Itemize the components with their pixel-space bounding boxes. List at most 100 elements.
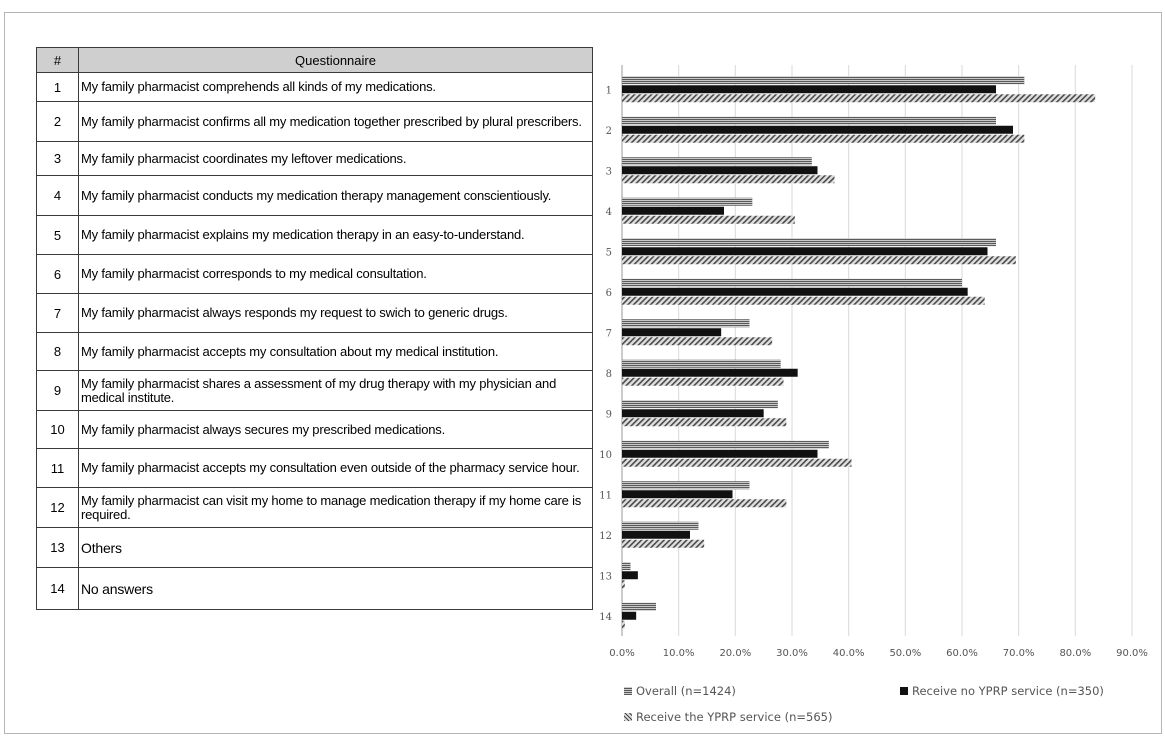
table-row: 11 My family pharmacist accepts my consul… (36, 448, 593, 488)
row-number: 7 (36, 293, 79, 333)
bar-yprp (622, 175, 835, 184)
row-number: 14 (36, 567, 79, 610)
table-row: 6 My family pharmacist corresponds to my … (36, 254, 593, 294)
bar-no-yprp (622, 206, 724, 215)
row-number: 6 (36, 254, 79, 294)
x-tick-label: 20.0% (719, 648, 751, 659)
table-row: 14 No answers (36, 567, 593, 610)
bar-no-yprp (622, 449, 818, 458)
legend-overall: Overall (n=1424) (624, 684, 736, 698)
bar-yprp (622, 256, 1016, 265)
category-label: 9 (606, 409, 612, 420)
bar-overall (622, 521, 699, 530)
row-number: 13 (36, 527, 79, 568)
bar-yprp (622, 337, 773, 346)
row-question-text: My family pharmacist explains my medicat… (78, 215, 593, 255)
legend-yprp-label: Receive the YPRP service (n=565) (636, 710, 833, 724)
row-question-text: My family pharmacist can visit my home t… (78, 487, 593, 528)
row-question-text: My family pharmacist shares a assessment… (78, 370, 593, 411)
table-row: 7 My family pharmacist always responds my… (36, 293, 593, 333)
legend-yprp-swatch (624, 713, 632, 721)
x-tick-label: 30.0% (776, 648, 808, 659)
bar-no-yprp (622, 571, 638, 580)
category-label: 4 (606, 207, 612, 218)
figure-frame (4, 12, 1162, 734)
bar-overall (622, 157, 812, 166)
bar-no-yprp (622, 85, 996, 94)
row-number: 1 (36, 72, 79, 102)
bar-yprp (622, 418, 787, 427)
bar-yprp (622, 296, 985, 305)
bar-no-yprp (622, 530, 690, 539)
bar-no-yprp (622, 247, 988, 256)
row-question-text: Others (78, 527, 593, 568)
row-question-text: My family pharmacist always secures my p… (78, 410, 593, 449)
bar-no-yprp (622, 166, 818, 175)
bar-no-yprp (622, 125, 1013, 134)
table-row: 8 My family pharmacist accepts my consult… (36, 332, 593, 371)
questionnaire-table: # Questionnaire 1 My family pharmacist co… (36, 47, 593, 610)
bar-overall (622, 400, 778, 409)
bar-yprp (622, 499, 787, 508)
row-question-text: My family pharmacist confirms all my med… (78, 101, 593, 142)
bar-no-yprp (622, 611, 637, 620)
x-tick-label: 90.0% (1116, 648, 1148, 659)
legend-no-yprp-label: Receive no YPRP service (n=350) (912, 684, 1104, 698)
row-number: 11 (36, 448, 79, 488)
category-label: 2 (606, 126, 612, 137)
category-label: 3 (606, 166, 612, 177)
header-number: # (36, 47, 79, 73)
bar-yprp (622, 458, 852, 467)
x-tick-label: 10.0% (663, 648, 695, 659)
row-question-text: My family pharmacist accepts my consulta… (78, 332, 593, 371)
row-question-text: My family pharmacist always responds my … (78, 293, 593, 333)
category-label: 5 (606, 247, 612, 258)
bar-yprp (622, 539, 705, 548)
bar-overall (622, 562, 631, 571)
category-label: 1 (606, 85, 612, 96)
row-question-text: My family pharmacist comprehends all kin… (78, 72, 593, 102)
row-number: 4 (36, 175, 79, 216)
bar-yprp (622, 215, 795, 224)
bar-no-yprp (622, 409, 764, 418)
bar-overall (622, 197, 753, 206)
bar-overall (622, 359, 781, 368)
x-tick-label: 40.0% (833, 648, 865, 659)
bar-no-yprp (622, 368, 798, 377)
row-number: 12 (36, 487, 79, 528)
row-question-text: My family pharmacist coordinates my left… (78, 141, 593, 176)
category-label: 14 (599, 612, 612, 623)
row-question-text: My family pharmacist accepts my consulta… (78, 448, 593, 488)
row-number: 10 (36, 410, 79, 449)
category-label: 11 (599, 490, 612, 501)
row-number: 2 (36, 101, 79, 142)
bar-no-yprp (622, 328, 722, 337)
row-number: 3 (36, 141, 79, 176)
header-questionnaire: Questionnaire (78, 47, 593, 73)
legend-yprp: Receive the YPRP service (n=565) (624, 710, 832, 724)
category-label: 8 (606, 369, 612, 380)
bar-overall (622, 319, 750, 328)
table-header-row: # Questionnaire (36, 47, 593, 73)
x-tick-label: 0.0% (609, 648, 634, 659)
table-row: 5 My family pharmacist explains my medica… (36, 215, 593, 255)
x-tick-label: 70.0% (1003, 648, 1035, 659)
x-tick-label: 60.0% (946, 648, 978, 659)
table-row: 12 My family pharmacist can visit my home… (36, 487, 593, 528)
table-row: 10 My family pharmacist always secures my… (36, 410, 593, 449)
table-row: 4 My family pharmacist conducts my medica… (36, 175, 593, 216)
bar-yprp (622, 620, 625, 629)
table-row: 9 My family pharmacist shares a assessmen… (36, 370, 593, 411)
row-question-text: My family pharmacist corresponds to my m… (78, 254, 593, 294)
table-row: 2 My family pharmacist confirms all my me… (36, 101, 593, 142)
bar-yprp (622, 94, 1096, 103)
bar-yprp (622, 134, 1025, 143)
category-label: 12 (599, 531, 612, 542)
legend-overall-swatch (624, 687, 632, 695)
x-tick-label: 50.0% (889, 648, 921, 659)
row-question-text: No answers (78, 567, 593, 610)
bar-overall (622, 116, 996, 125)
category-label: 7 (606, 328, 612, 339)
legend-no-yprp-swatch (900, 687, 908, 695)
row-number: 9 (36, 370, 79, 411)
